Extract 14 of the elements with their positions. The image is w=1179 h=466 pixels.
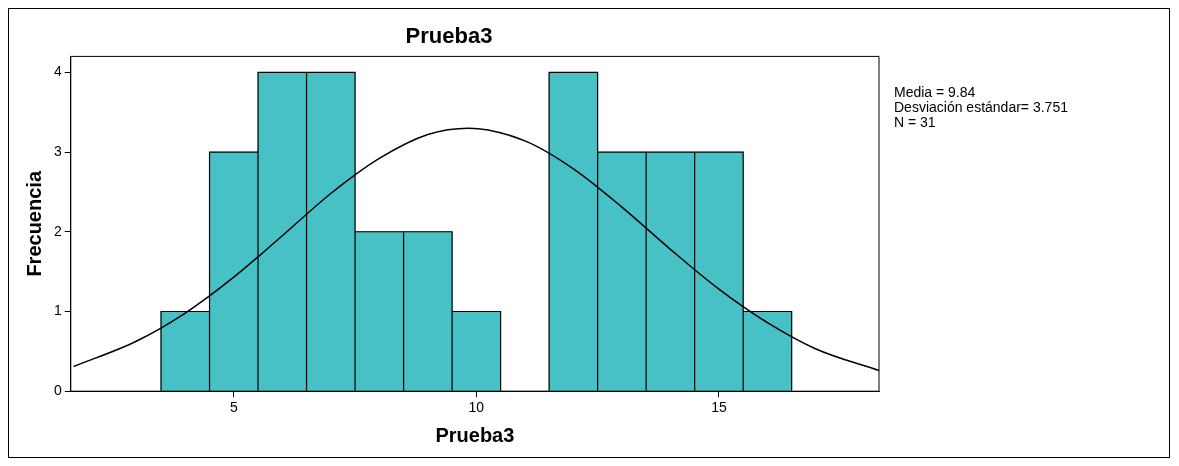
x-tick-label: 5 <box>229 399 238 416</box>
y-tick-label: 0 <box>53 382 62 399</box>
text: Media = 9.84 <box>894 84 976 101</box>
y-tick-label: 1 <box>53 302 62 319</box>
y-axis-title: Frecuencia <box>22 170 45 277</box>
chart-title: Prueba3 <box>405 23 493 49</box>
x-axis-title: Prueba3 <box>435 423 515 446</box>
text: Desviación estándar= 3.751 <box>894 99 1069 116</box>
x-tick-label: 10 <box>468 399 485 416</box>
y-tick-label: 2 <box>53 222 62 239</box>
y-tick-label: 4 <box>53 63 62 80</box>
text: N = 31 <box>894 114 936 131</box>
x-tick-label: 15 <box>711 399 727 416</box>
y-tick-label: 3 <box>53 142 62 159</box>
